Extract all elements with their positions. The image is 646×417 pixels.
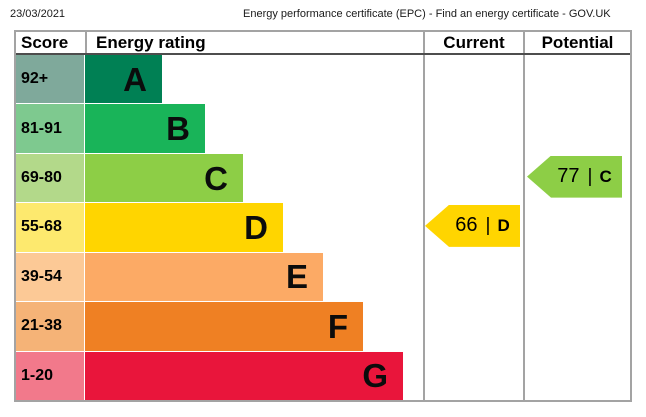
band-letter: C (204, 159, 228, 197)
band-letter: D (244, 208, 268, 246)
potential-rating-band: C (599, 166, 612, 186)
band-letter: A (123, 60, 147, 98)
current-rating-band: D (497, 215, 510, 235)
band-bar: E (85, 252, 323, 302)
rating-separator: | (587, 165, 593, 187)
band-score: 92+ (16, 55, 85, 104)
band-bar: D (85, 203, 283, 252)
potential-rating-value: 77 (557, 165, 580, 188)
band-score: 55-68 (16, 203, 85, 252)
band-bar: G (85, 351, 403, 400)
band-row-c: 69-80 C (16, 153, 630, 204)
band-score: 21-38 (16, 302, 85, 351)
band-bar: A (85, 55, 162, 104)
band-row-e: 39-54 E (16, 252, 630, 303)
column-header-score: Score (21, 33, 69, 52)
column-header-potential: Potential (523, 32, 630, 53)
rating-separator: | (485, 214, 491, 236)
band-letter: G (362, 357, 388, 395)
band-bar: F (85, 302, 363, 351)
band-row-g: 1-20 G (16, 351, 630, 400)
band-score: 1-20 (16, 351, 85, 400)
band-row-b: 81-91 B (16, 104, 630, 154)
current-rating-value: 66 (455, 214, 478, 237)
print-title: Energy performance certificate (EPC) - F… (243, 8, 611, 20)
band-letter: F (327, 307, 348, 345)
table-header-row: Score Energy rating Current Potential (16, 32, 630, 55)
band-letter: E (285, 258, 308, 296)
band-letter: B (166, 110, 190, 148)
current-column-divider (423, 55, 425, 400)
epc-rating-table: Score Energy rating Current Potential 66… (14, 30, 632, 402)
band-bar: B (85, 104, 205, 153)
band-score: 39-54 (16, 252, 85, 302)
band-score: 81-91 (16, 104, 85, 153)
column-header-energy-rating: Energy rating (85, 32, 423, 53)
column-header-current: Current (423, 32, 523, 53)
epc-chart-body: 66 | D 77 | C 92+ A 81-91 B 69-80 C 55-68 D 39-5… (16, 55, 630, 400)
print-date: 23/03/2021 (10, 8, 66, 20)
band-bar: C (85, 153, 243, 203)
band-score: 69-80 (16, 153, 85, 203)
band-row-f: 21-38 F (16, 302, 630, 352)
potential-column-divider (523, 55, 525, 400)
potential-rating-arrow: 77 | C (527, 155, 622, 198)
band-row-d: 55-68 D (16, 203, 630, 253)
band-row-a: 92+ A (16, 55, 630, 105)
